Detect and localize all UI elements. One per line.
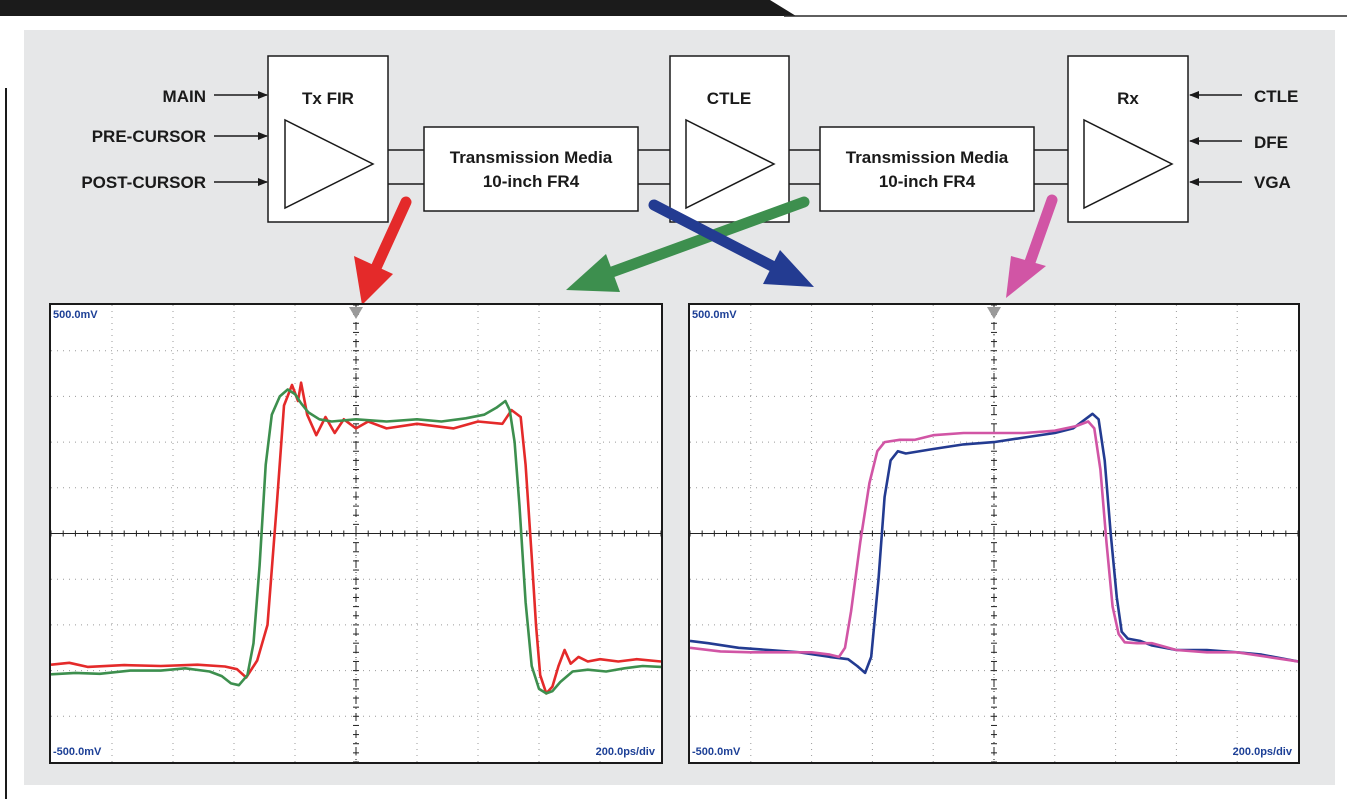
transmission-media-1 [423, 126, 639, 212]
tx-fir-label: Tx FIR [302, 89, 354, 108]
scope-top-voltage-label: 500.0mV [53, 309, 98, 321]
scope-timebase-label: 200.0ps/div [595, 746, 655, 758]
input-label-vga: VGA [1254, 173, 1291, 192]
media2-line2: 10-inch FR4 [879, 172, 976, 191]
tx-amplifier-icon [284, 118, 375, 210]
rx-amplifier-icon [1083, 118, 1174, 210]
probe-arrow-blue [648, 199, 814, 287]
scope-bottom-voltage-label: -500.0mV [692, 746, 741, 758]
input-label-post-cursor: POST-CURSOR [81, 173, 206, 192]
media1-line2: 10-inch FR4 [483, 172, 580, 191]
input-label-pre-cursor: PRE-CURSOR [92, 127, 206, 146]
ctle-label: CTLE [707, 89, 751, 108]
scope-top-voltage-label: 500.0mV [692, 309, 737, 321]
scope-bottom-voltage-label: -500.0mV [53, 746, 102, 758]
green-waveform [51, 388, 661, 695]
blue-waveform [690, 412, 1298, 675]
equalization-block-diagram: MAIN PRE-CURSOR POST-CURSOR Tx FIR Trans… [81, 55, 1298, 305]
trigger-marker-icon [987, 307, 1001, 319]
input-label-dfe: DFE [1254, 133, 1288, 152]
oscilloscope-rx-input: 500.0mV -500.0mV 200.0ps/div [688, 303, 1300, 764]
scope-plot [51, 305, 661, 762]
header-bar [0, 0, 1347, 17]
oscilloscope-tx-output: 500.0mV -500.0mV 200.0ps/div [49, 303, 663, 764]
left-margin-rule [5, 88, 7, 799]
red-waveform [51, 381, 661, 695]
probe-arrow-pink [1006, 194, 1058, 298]
pink-waveform [690, 420, 1298, 663]
transmission-media-2 [819, 126, 1035, 212]
probe-arrow-red [354, 196, 412, 305]
input-label-main: MAIN [163, 87, 206, 106]
media2-line1: Transmission Media [846, 148, 1009, 167]
ctle-amplifier-icon [685, 118, 776, 210]
trigger-marker-icon [349, 307, 363, 319]
rx-label: Rx [1117, 89, 1139, 108]
media1-line1: Transmission Media [450, 148, 613, 167]
scope-plot [690, 305, 1298, 762]
scope-timebase-label: 200.0ps/div [1232, 746, 1292, 758]
input-label-ctle: CTLE [1254, 87, 1298, 106]
